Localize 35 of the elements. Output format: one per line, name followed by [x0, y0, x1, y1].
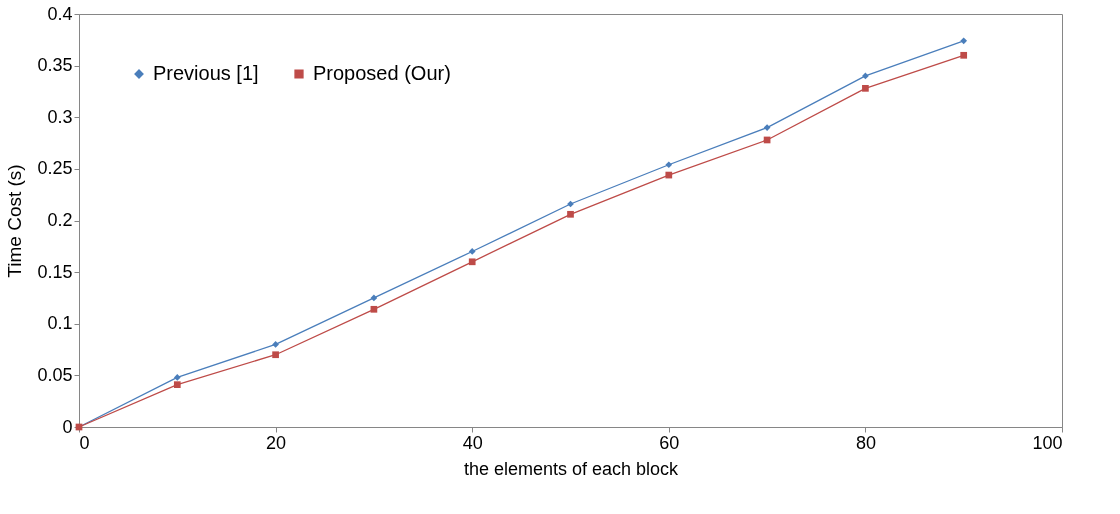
- legend-label: Proposed (Our): [313, 62, 451, 84]
- y-tick-label: 0.4: [47, 3, 73, 24]
- legend-label: Previous [1]: [153, 62, 259, 84]
- x-tick-label: 40: [462, 432, 483, 453]
- point: [763, 124, 771, 131]
- x-tick-label: 0: [79, 432, 90, 453]
- y-tick-label: 0: [62, 416, 73, 437]
- x-tick-label: 100: [1032, 432, 1063, 453]
- point: [173, 374, 181, 381]
- y-tick-label: 0.3: [47, 106, 73, 127]
- point: [665, 161, 673, 169]
- x-tick-label: 80: [855, 432, 876, 453]
- y-tick-label: 0.15: [37, 261, 73, 282]
- point: [960, 37, 968, 45]
- point: [370, 294, 378, 302]
- y-axis-title: Time Cost (s): [4, 164, 26, 278]
- y-tick-label: 0.35: [37, 55, 73, 76]
- point: [862, 84, 869, 92]
- point: [862, 72, 869, 80]
- y-tick-label: 0.05: [37, 364, 73, 385]
- x-tick-label: 20: [266, 432, 287, 453]
- point: [468, 248, 476, 255]
- point: [272, 351, 279, 359]
- point: [960, 51, 968, 59]
- x-tick-label: 60: [659, 432, 680, 453]
- point: [370, 305, 378, 313]
- point: [173, 381, 181, 389]
- y-tick-label: 0.25: [37, 158, 73, 179]
- y-tick-label: 0.1: [47, 313, 73, 334]
- point: [665, 171, 673, 179]
- point: [468, 258, 476, 266]
- point: [567, 210, 574, 218]
- point: [272, 341, 279, 348]
- x-axis-title: the elements of each block: [463, 458, 680, 479]
- y-tick-label: 0.2: [47, 210, 73, 230]
